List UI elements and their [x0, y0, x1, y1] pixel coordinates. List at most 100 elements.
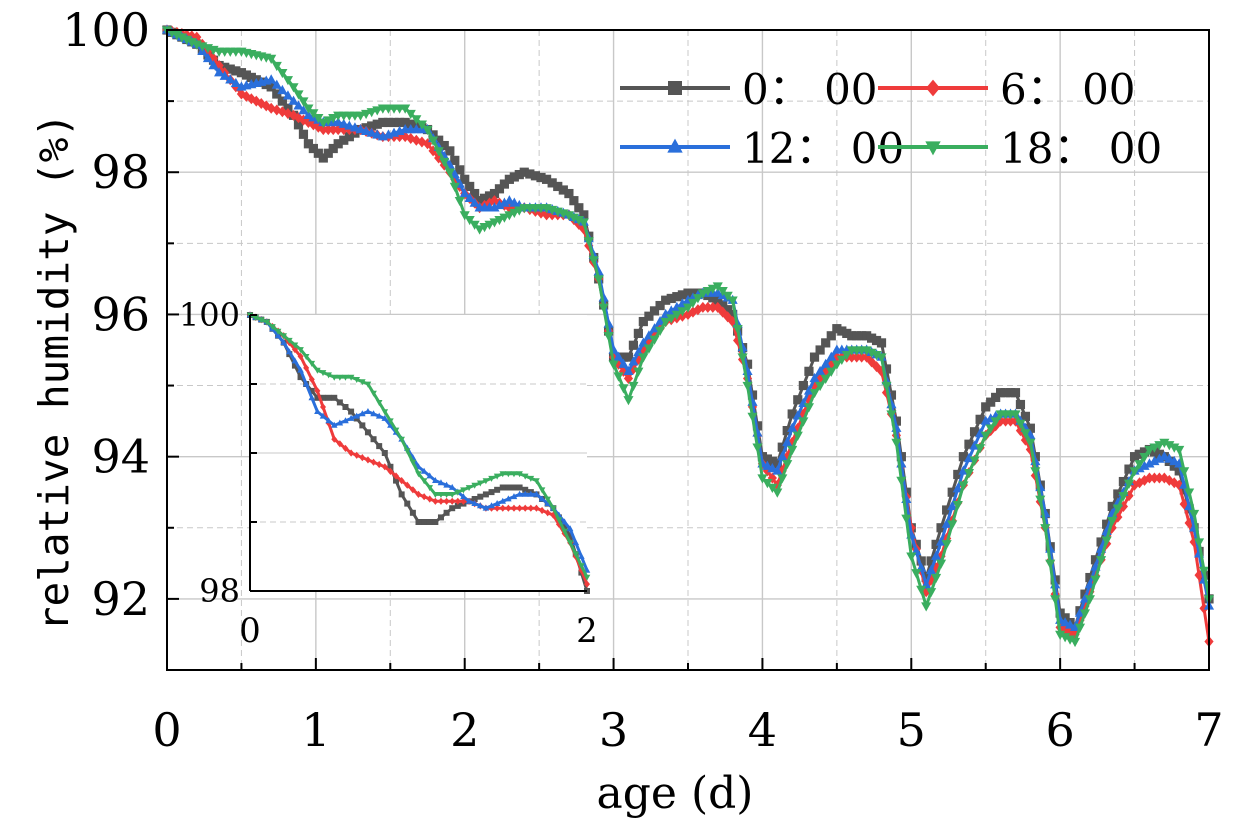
data-point: [762, 454, 772, 464]
inset-data-point: [454, 489, 462, 496]
data-point: [896, 476, 907, 486]
data-point: [1169, 443, 1180, 453]
inset-data-point: [494, 504, 501, 512]
data-point: [598, 303, 609, 313]
data-point: [378, 117, 388, 128]
data-point: [1070, 628, 1080, 640]
data-point: [519, 167, 529, 177]
data-point: [941, 518, 952, 528]
y-axis-title: relative humidity (%): [30, 113, 78, 631]
data-point: [1025, 423, 1035, 433]
data-point: [246, 72, 256, 83]
data-point: [881, 381, 892, 392]
inset-data-point: [381, 414, 389, 421]
data-point: [1096, 537, 1106, 547]
data-point: [1144, 472, 1155, 484]
inset-data-point: [522, 504, 529, 512]
data-point: [578, 218, 589, 228]
data-point: [1199, 602, 1209, 614]
data-point: [450, 155, 460, 165]
data-point: [1184, 488, 1195, 498]
data-point: [803, 403, 815, 413]
inset-data-point: [393, 472, 400, 480]
data-point: [1040, 524, 1051, 534]
inset-data-point: [375, 412, 383, 419]
inset-data-point: [544, 509, 551, 517]
data-point: [792, 431, 803, 441]
main-ticks: 0 1 2 3 4 5 6 7 92 94 96 98 100: [62, 3, 1223, 757]
data-point: [703, 301, 713, 313]
inset-data-point: [505, 484, 512, 491]
data-point: [573, 215, 584, 226]
inset-data-point: [572, 551, 580, 558]
data-point: [847, 331, 857, 341]
inset-data-point: [533, 504, 540, 512]
inset-data-point: [387, 467, 394, 475]
data-point: [411, 115, 422, 125]
data-point: [798, 380, 808, 391]
legend-marker: [925, 141, 941, 156]
data-point: [288, 95, 299, 105]
data-point: [655, 326, 666, 336]
inset-data-point: [348, 449, 355, 457]
data-point: [489, 188, 500, 199]
x-tick-label: 7: [1194, 703, 1223, 757]
data-point: [798, 408, 808, 420]
data-point: [687, 298, 699, 309]
data-point: [225, 64, 235, 74]
data-point: [465, 181, 475, 192]
data-point: [230, 77, 241, 88]
inset-data-point: [336, 440, 343, 448]
data-point: [328, 143, 338, 154]
inset-data-point: [499, 497, 507, 504]
data-point: [405, 109, 416, 120]
inset-data-point: [454, 497, 461, 505]
data-point: [901, 514, 912, 524]
inset-data-point: [583, 574, 591, 581]
data-point: [445, 146, 455, 156]
inset-data-point: [331, 394, 338, 401]
data-point: [293, 100, 304, 110]
data-point: [574, 203, 584, 213]
inset-data-point: [370, 458, 377, 466]
data-point: [579, 210, 589, 220]
data-point: [449, 182, 460, 192]
inset-data-point: [510, 493, 518, 500]
data-point: [339, 124, 349, 136]
data-point: [820, 358, 831, 368]
data-point: [271, 79, 282, 89]
inset-x-tick-label: 0: [239, 611, 261, 651]
data-point: [815, 365, 826, 376]
data-point: [747, 412, 758, 422]
inset-data-point: [297, 366, 304, 373]
data-point: [282, 76, 294, 86]
data-point: [1134, 460, 1145, 470]
inset-data-point: [527, 490, 535, 497]
data-point: [762, 479, 773, 489]
data-point: [826, 331, 836, 341]
inset-data-point: [320, 403, 327, 411]
inset-data-point: [516, 490, 523, 497]
legend-marker: [668, 81, 682, 95]
data-point: [986, 397, 996, 407]
x-tick-label: 0: [152, 703, 181, 757]
data-point: [514, 169, 524, 180]
data-point: [333, 116, 344, 127]
inset-data-point: [471, 482, 478, 489]
y-tick-label: 96: [91, 287, 150, 341]
inset-data-point: [448, 492, 456, 498]
data-point: [618, 384, 629, 394]
data-point: [713, 295, 723, 305]
data-point: [303, 104, 314, 114]
legend-label: 6： 00: [1000, 65, 1136, 114]
legend-label: 18： 00: [1000, 124, 1162, 173]
data-point: [298, 114, 309, 126]
data-point: [692, 294, 703, 304]
data-point: [1035, 495, 1046, 505]
data-point: [969, 427, 980, 437]
data-point: [777, 442, 787, 452]
data-point: [1090, 575, 1101, 585]
data-point: [417, 136, 427, 148]
inset-y-tick-label: 98: [199, 572, 240, 610]
data-point: [333, 124, 343, 136]
